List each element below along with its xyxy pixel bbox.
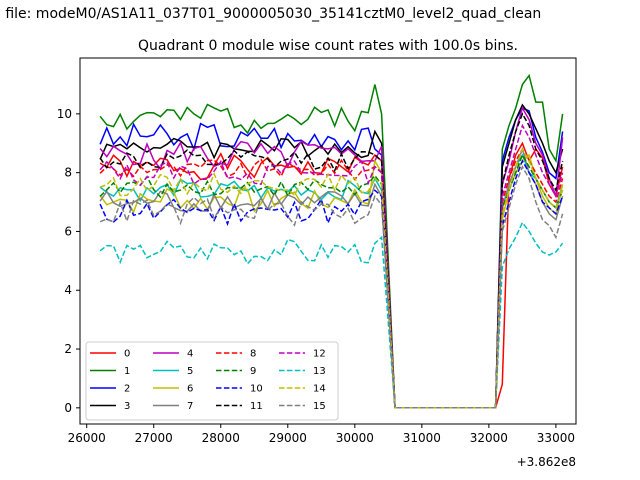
legend-label-6: 6 bbox=[187, 384, 193, 395]
legend-label-9: 9 bbox=[250, 366, 256, 377]
legend-label-10: 10 bbox=[250, 384, 263, 395]
figure-suptitle: n file: modeM0/AS1A11_037T01_9000005030_… bbox=[0, 6, 542, 22]
x-tick-label: 33000 bbox=[537, 431, 575, 445]
y-tick-label: 6 bbox=[64, 224, 72, 238]
legend-label-5: 5 bbox=[187, 366, 193, 377]
legend-box bbox=[85, 341, 339, 421]
legend-label-12: 12 bbox=[313, 349, 326, 360]
chart-title: Quadrant 0 module wise count rates with … bbox=[138, 38, 518, 54]
legend-label-15: 15 bbox=[313, 401, 326, 412]
legend-label-2: 2 bbox=[124, 384, 130, 395]
legend-label-1: 1 bbox=[124, 366, 130, 377]
series-line-11 bbox=[99, 112, 564, 409]
y-tick-label: 2 bbox=[64, 342, 72, 356]
y-tick-label: 10 bbox=[57, 107, 72, 121]
y-tick-label: 8 bbox=[64, 166, 72, 180]
legend-label-13: 13 bbox=[313, 366, 326, 377]
x-tick-label: 30000 bbox=[336, 431, 374, 445]
legend-label-4: 4 bbox=[187, 349, 193, 360]
x-tick-label: 28000 bbox=[202, 431, 240, 445]
series-line-15 bbox=[99, 165, 564, 409]
legend-label-3: 3 bbox=[124, 401, 130, 412]
y-tick-label: 4 bbox=[64, 283, 72, 297]
x-tick-label: 31000 bbox=[403, 431, 441, 445]
x-tick-label: 27000 bbox=[135, 431, 173, 445]
legend-label-14: 14 bbox=[313, 384, 326, 395]
legend-label-7: 7 bbox=[187, 401, 193, 412]
legend-label-8: 8 bbox=[250, 349, 256, 360]
x-tick-label: 32000 bbox=[470, 431, 508, 445]
series-lines-layer bbox=[99, 73, 564, 409]
x-tick-label: 29000 bbox=[269, 431, 307, 445]
ticks-layer: 26000 27000 28000 29000 30000 31000 32000 33000… bbox=[57, 107, 575, 445]
legend-label-0: 0 bbox=[124, 349, 130, 360]
x-offset-label: +3.862e8 bbox=[517, 455, 576, 469]
legend-label-11: 11 bbox=[250, 401, 263, 412]
x-tick-label: 26000 bbox=[68, 431, 106, 445]
axes-frame bbox=[79, 57, 577, 425]
y-tick-label: 0 bbox=[64, 401, 72, 415]
